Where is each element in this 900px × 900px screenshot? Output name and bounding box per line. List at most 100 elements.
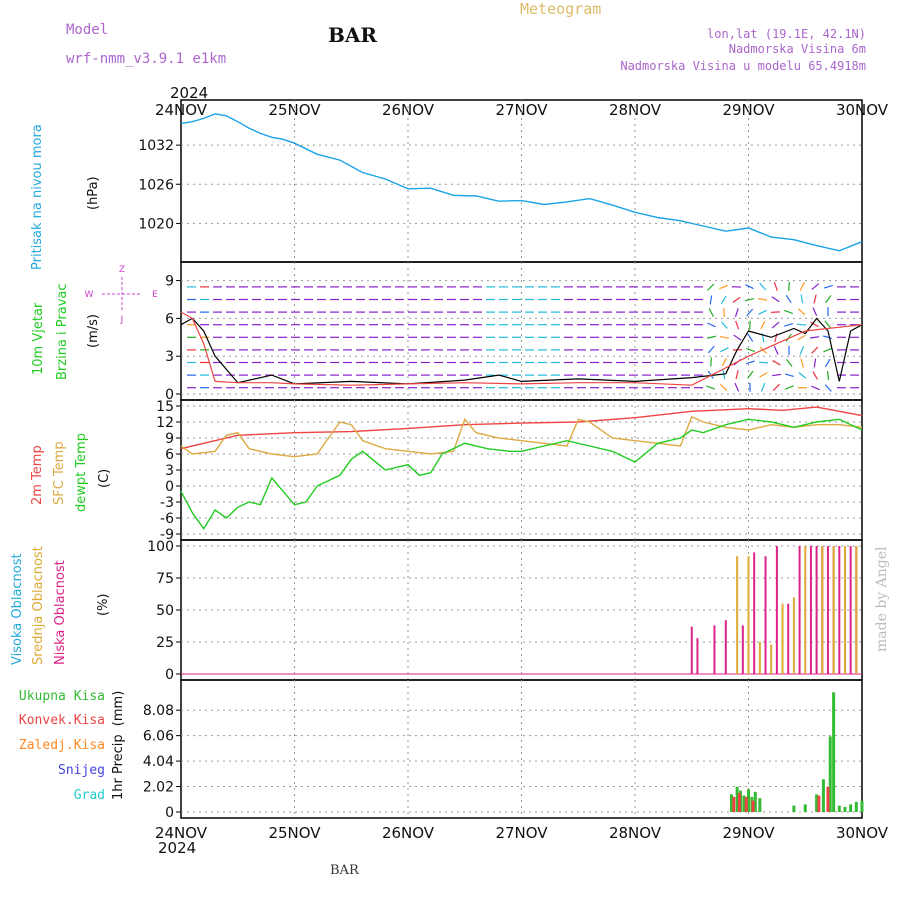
wind-barb bbox=[810, 321, 819, 328]
wind-barb bbox=[784, 373, 794, 377]
wind-barb bbox=[786, 358, 793, 367]
wind-speed-line bbox=[180, 317, 863, 385]
y-tick-label: 8.08 bbox=[143, 703, 174, 719]
total-precip-bar bbox=[792, 805, 796, 812]
wind-barb bbox=[759, 282, 767, 291]
wind-barb bbox=[758, 309, 767, 315]
compass-west: W bbox=[85, 290, 94, 300]
y-tick-label: 0 bbox=[165, 805, 174, 821]
dewpoint-line bbox=[180, 418, 863, 530]
wind-barb bbox=[799, 282, 805, 291]
wind-barb bbox=[745, 284, 754, 290]
cloud-label-high: Visoka Oblacnost bbox=[10, 553, 25, 665]
conv-precip-bar bbox=[817, 795, 821, 812]
precip-legend-total: Ukupna Kisa bbox=[19, 689, 105, 704]
temp-label-2m: 2m Temp bbox=[30, 445, 45, 505]
wind-barb bbox=[823, 347, 832, 353]
y-tick-label: 6.06 bbox=[143, 729, 174, 745]
precip-legend-snow: Snijeg bbox=[58, 763, 105, 778]
conv-precip-bar bbox=[732, 796, 736, 812]
wind-barb bbox=[823, 284, 833, 289]
wind-barb bbox=[812, 371, 818, 380]
wind-barb bbox=[826, 371, 830, 381]
cloud-label-low: Niska Oblacnost bbox=[53, 560, 68, 665]
wind-barb bbox=[824, 384, 832, 392]
precip-ylabel-unit: (mm) bbox=[111, 691, 126, 726]
conv-precip-bar bbox=[737, 793, 741, 812]
temp-2m-line bbox=[180, 406, 863, 450]
top-date-tick-label: 25NOV bbox=[268, 101, 321, 119]
y-tick-label: 3 bbox=[165, 349, 174, 365]
cloud-label-mid: Srednja Oblacnost bbox=[31, 546, 46, 665]
conv-precip-bar bbox=[826, 786, 830, 812]
wind-barb bbox=[785, 333, 792, 342]
bottom-date-tick-label: 30NOV bbox=[836, 824, 889, 842]
bottom-date-tick-label: 24NOV bbox=[155, 824, 208, 842]
model-label: Model bbox=[66, 22, 108, 38]
wind-barb bbox=[771, 296, 780, 303]
bottom-date-tick-label: 29NOV bbox=[722, 824, 775, 842]
wind-barb bbox=[719, 383, 728, 391]
wind-barb bbox=[823, 335, 833, 339]
wind-barb bbox=[758, 361, 769, 364]
wind-barb bbox=[811, 385, 820, 391]
wind-barb bbox=[720, 347, 729, 353]
wind-barb bbox=[747, 370, 754, 379]
temp-label-sfc: SFC Temp bbox=[52, 441, 67, 505]
pressure-unit: (hPa) bbox=[86, 176, 101, 210]
wind-gust-line bbox=[180, 311, 863, 386]
y-tick-label: 1026 bbox=[138, 177, 174, 193]
wind-barb bbox=[735, 320, 740, 330]
precip-ylabel: 1hr Precip (mm) bbox=[111, 691, 126, 800]
wind-barb bbox=[771, 321, 780, 329]
wind-barb bbox=[811, 346, 819, 354]
wind-barb bbox=[797, 308, 806, 316]
compass-south: J bbox=[120, 315, 124, 325]
total-precip-bar bbox=[832, 692, 836, 812]
compass-east: E bbox=[152, 290, 158, 300]
y-tick-label: 100 bbox=[147, 539, 174, 555]
total-precip-bar bbox=[758, 798, 762, 812]
wind-barb bbox=[785, 385, 794, 390]
wind-unit: (m/s) bbox=[86, 314, 101, 348]
total-precip-bar bbox=[837, 805, 841, 812]
wind-barb bbox=[772, 383, 780, 391]
top-date-tick-label: 27NOV bbox=[495, 101, 548, 119]
wind-barb bbox=[784, 309, 793, 315]
wind-compass: Z J W E bbox=[85, 265, 159, 325]
wind-barb bbox=[719, 284, 728, 290]
cloud-unit: (%) bbox=[96, 594, 111, 617]
y-tick-label: 4.04 bbox=[143, 754, 174, 770]
wind-barb bbox=[709, 295, 713, 305]
wind-barb bbox=[788, 281, 790, 291]
station-title: BAR bbox=[328, 23, 377, 47]
y-tick-label: 75 bbox=[156, 571, 174, 587]
wind-barb bbox=[771, 373, 782, 377]
y-tick-label: 2.02 bbox=[143, 780, 174, 796]
wind-ylabel-main: 10m Vjetar bbox=[31, 302, 46, 375]
wind-barb bbox=[800, 294, 804, 304]
conv-precip-bar bbox=[744, 796, 748, 812]
model-elevation-label: Nadmorska Visina u modelu 65.4918m bbox=[620, 59, 866, 73]
wind-ylabel-sub: Brzina i Pravac bbox=[55, 283, 70, 380]
total-precip-bar bbox=[742, 795, 746, 812]
total-precip-bar bbox=[803, 804, 807, 812]
wind-barb bbox=[720, 321, 728, 329]
wind-barb bbox=[734, 308, 739, 318]
wind-barb bbox=[746, 308, 754, 317]
wind-barb bbox=[760, 382, 766, 392]
total-precip-bar bbox=[729, 794, 733, 812]
pressure-ylabel: Pritisak na nivou mora bbox=[30, 124, 45, 270]
total-precip-bar bbox=[843, 806, 847, 812]
precip-legend-frozen: Zaledj.Kisa bbox=[19, 738, 105, 753]
y-tick-label: 3 bbox=[165, 463, 174, 479]
y-tick-label: 50 bbox=[156, 603, 174, 619]
conv-precip-bar bbox=[751, 800, 755, 812]
total-precip-bar bbox=[849, 804, 853, 812]
wind-barb bbox=[773, 281, 778, 291]
y-tick-label: 0 bbox=[165, 387, 174, 403]
wind-barb bbox=[732, 296, 741, 303]
wind-barb bbox=[723, 308, 726, 318]
wind-barb bbox=[735, 370, 739, 380]
